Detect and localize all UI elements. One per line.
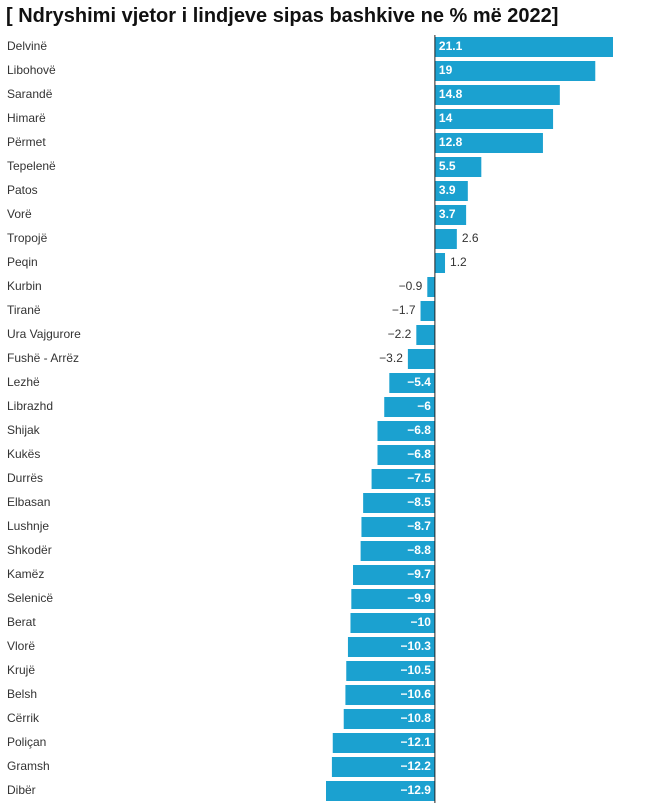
bar (332, 733, 435, 753)
category-label: Lushnje (7, 519, 49, 533)
category-label: Elbasan (7, 495, 50, 509)
category-label: Cërrik (7, 711, 40, 725)
value-label: −8.7 (407, 519, 431, 533)
bar (377, 445, 435, 465)
category-label: Dibër (7, 783, 36, 797)
value-label: 2.6 (462, 231, 479, 245)
bar (434, 229, 457, 249)
value-label: 3.7 (439, 207, 456, 221)
bar (360, 541, 435, 561)
value-label: −10.8 (401, 711, 432, 725)
value-label: −10.6 (401, 687, 432, 701)
value-label: −10.3 (401, 639, 432, 653)
value-label: −12.2 (401, 759, 432, 773)
bar (407, 349, 435, 369)
bar (351, 589, 435, 609)
category-label: Shkodër (7, 543, 52, 557)
bar (350, 613, 435, 633)
category-label: Peqin (7, 255, 38, 269)
category-label: Sarandë (7, 87, 53, 101)
category-label: Tropojë (7, 231, 48, 245)
value-label: −12.1 (401, 735, 432, 749)
value-label: −8.5 (407, 495, 431, 509)
category-label: Tiranë (7, 303, 41, 317)
value-label: −0.9 (399, 279, 423, 293)
category-label: Vorë (7, 207, 32, 221)
value-label: −10.5 (401, 663, 432, 677)
category-label: Patos (7, 183, 38, 197)
bar (346, 661, 435, 681)
bar (434, 253, 446, 273)
bar (345, 685, 435, 705)
bar (434, 205, 467, 225)
value-label: 3.9 (439, 183, 456, 197)
category-label: Librazhd (7, 399, 53, 413)
value-label: 14 (439, 111, 453, 125)
bar (347, 637, 435, 657)
category-label: Himarë (7, 111, 46, 125)
bar (434, 37, 613, 57)
bar (331, 757, 435, 777)
category-label: Ura Vajgurore (7, 327, 81, 341)
value-label: −6.8 (407, 423, 431, 437)
bar (434, 85, 560, 105)
bar (343, 709, 435, 729)
category-label: Delvinë (7, 39, 47, 53)
value-label: 21.1 (439, 39, 463, 53)
chart-title: [ Ndryshimi vjetor i lindjeve sipas bash… (6, 5, 558, 27)
category-label: Selenicë (7, 591, 53, 605)
bar (434, 109, 554, 129)
value-label: −3.2 (379, 351, 403, 365)
category-label: Tepelenë (7, 159, 56, 173)
value-label: −6 (417, 399, 431, 413)
bar (427, 277, 435, 297)
value-label: −7.5 (407, 471, 431, 485)
category-label: Kurbin (7, 279, 42, 293)
bar (361, 517, 435, 537)
value-label: 1.2 (450, 255, 467, 269)
category-label: Lezhë (7, 375, 40, 389)
bar (434, 157, 482, 177)
category-label: Berat (7, 615, 36, 629)
category-label: Gramsh (7, 759, 50, 773)
category-label: Shijak (7, 423, 41, 437)
bar (434, 181, 468, 201)
bar (377, 421, 435, 441)
category-label: Durrës (7, 471, 43, 485)
bar (416, 325, 435, 345)
bar (371, 469, 435, 489)
value-label: −12.9 (401, 783, 432, 797)
value-label: 5.5 (439, 159, 456, 173)
value-label: 19 (439, 63, 453, 77)
bar (434, 61, 596, 81)
value-label: −1.7 (392, 303, 416, 317)
bar (384, 397, 435, 417)
category-label: Përmet (7, 135, 46, 149)
bar (353, 565, 435, 585)
category-label: Krujë (7, 663, 35, 677)
category-label: Fushë - Arrëz (7, 351, 79, 365)
bar (389, 373, 435, 393)
category-label: Libohovë (7, 63, 56, 77)
bar (326, 781, 435, 801)
bar (434, 133, 543, 153)
value-label: −8.8 (407, 543, 431, 557)
value-label: 12.8 (439, 135, 463, 149)
category-label: Kamëz (7, 567, 44, 581)
bar (420, 301, 435, 321)
value-label: −5.4 (407, 375, 431, 389)
value-label: −6.8 (407, 447, 431, 461)
category-label: Vlorë (7, 639, 35, 653)
bar (363, 493, 435, 513)
category-label: Belsh (7, 687, 37, 701)
value-label: −10 (411, 615, 432, 629)
category-label: Kukës (7, 447, 40, 461)
value-label: −9.9 (407, 591, 431, 605)
value-label: −9.7 (407, 567, 431, 581)
value-label: 14.8 (439, 87, 463, 101)
value-label: −2.2 (388, 327, 412, 341)
category-label: Poliçan (7, 735, 46, 749)
